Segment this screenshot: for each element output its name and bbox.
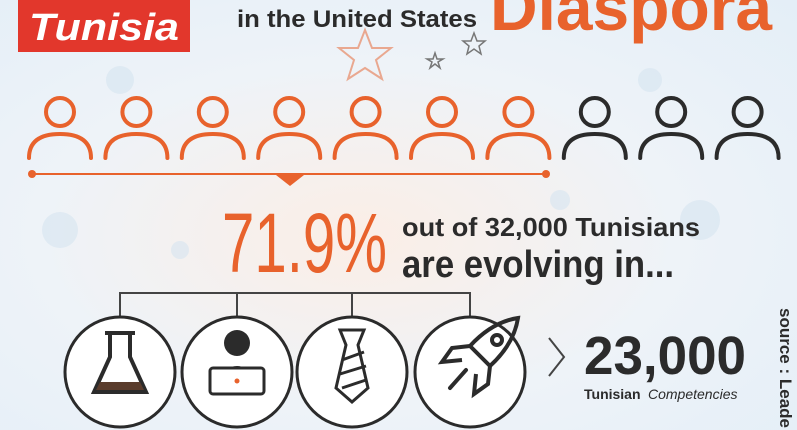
small-stars xyxy=(424,30,488,71)
person-laptop-icon xyxy=(208,330,266,396)
person-head xyxy=(655,96,688,128)
title: Diaspora xyxy=(490,0,773,44)
total-label-strong: Tunisian xyxy=(584,386,641,402)
chevron xyxy=(548,337,566,377)
bg-dots xyxy=(42,66,720,259)
person-body xyxy=(638,131,705,160)
person-body xyxy=(561,131,628,160)
person-body xyxy=(103,131,170,160)
person-head xyxy=(731,96,764,128)
total-number: 23,000 xyxy=(584,326,746,386)
stat-line2: are evolving in... xyxy=(402,244,674,286)
person-body xyxy=(179,131,246,160)
person-head xyxy=(349,96,382,128)
total-label: Competencies xyxy=(648,386,738,402)
person-body xyxy=(409,131,475,160)
range-dot xyxy=(542,170,550,178)
person-head xyxy=(196,96,229,128)
person-head xyxy=(426,96,458,128)
stars xyxy=(336,27,394,82)
range-dot xyxy=(28,170,36,178)
tie-icon xyxy=(334,328,370,404)
person-head xyxy=(502,96,535,128)
subtitle: in the United States xyxy=(237,6,477,33)
person-head xyxy=(578,96,611,128)
people-row xyxy=(27,96,781,160)
person-head xyxy=(120,96,153,128)
person-head xyxy=(44,96,76,128)
stat-line1: out of 32,000 Tunisians xyxy=(402,212,700,242)
source: source : Leade xyxy=(776,308,795,428)
person-body xyxy=(485,131,552,160)
tree-lines xyxy=(119,292,471,316)
flask-icon xyxy=(90,331,150,394)
badge-text: Tunisia xyxy=(29,7,179,49)
badge-box xyxy=(18,0,190,52)
person-body xyxy=(332,131,399,160)
person-body xyxy=(714,131,781,160)
percent: 71.9% xyxy=(222,196,387,290)
person-body xyxy=(256,131,323,160)
rocket-icon xyxy=(437,315,521,399)
range-pointer xyxy=(276,175,304,186)
person-head xyxy=(273,96,306,128)
person-body xyxy=(27,131,93,160)
